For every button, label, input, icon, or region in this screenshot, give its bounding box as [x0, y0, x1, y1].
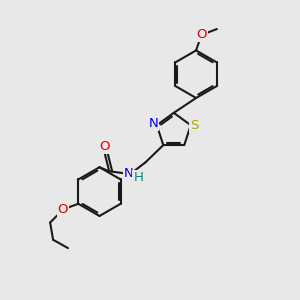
- Text: N: N: [148, 117, 158, 130]
- Text: O: O: [58, 203, 68, 216]
- Text: O: O: [99, 140, 110, 153]
- Text: N: N: [124, 167, 134, 180]
- Text: O: O: [196, 28, 207, 41]
- Text: H: H: [134, 171, 143, 184]
- Text: S: S: [190, 119, 199, 132]
